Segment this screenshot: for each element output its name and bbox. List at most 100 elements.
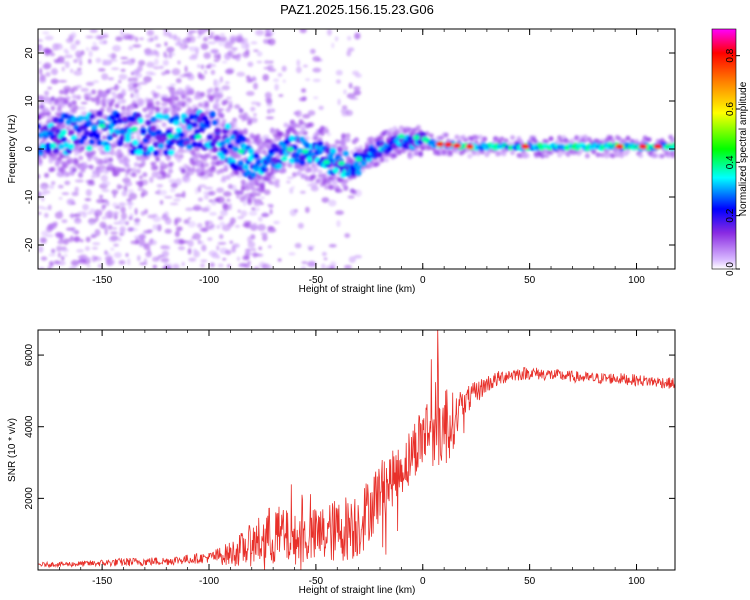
hot-spot [444, 142, 453, 148]
ridge-blob [332, 167, 339, 174]
noise-blob [278, 94, 284, 97]
noise-blob [47, 265, 52, 269]
noise-blob [156, 224, 162, 232]
noise-blob [101, 73, 109, 81]
halo-blob [185, 173, 191, 179]
halo-blob [225, 174, 231, 180]
halo-blob [165, 156, 171, 162]
bright-patch [98, 123, 106, 129]
ridge-blob [281, 155, 288, 162]
halo-blob [110, 165, 116, 171]
halo-blob [125, 158, 131, 164]
noise-blob [170, 182, 178, 189]
noise-blob [192, 147, 201, 152]
halo-blob [189, 129, 195, 135]
halo-blob [270, 127, 276, 133]
halo-blob [219, 113, 225, 119]
noise-blob [264, 91, 272, 99]
ridge-blob [160, 135, 167, 142]
noise-blob [345, 109, 353, 116]
ridge-blob [240, 136, 247, 143]
halo-blob [200, 91, 206, 97]
noise-blob [79, 59, 83, 66]
ridge-blob [78, 115, 85, 122]
halo-blob [670, 153, 675, 159]
noise-blob [343, 264, 352, 269]
halo-blob [93, 156, 99, 162]
noise-blob [242, 51, 250, 58]
halo-blob [294, 131, 300, 137]
halo-blob [604, 153, 610, 159]
noise-blob [216, 224, 221, 229]
noise-blob [108, 236, 118, 243]
noise-blob [121, 189, 126, 195]
noise-blob [321, 251, 327, 257]
halo-blob [148, 98, 154, 104]
noise-blob [64, 180, 71, 186]
ridge-blob [145, 119, 152, 126]
halo-blob [448, 151, 454, 157]
noise-blob [269, 60, 274, 64]
noise-blob [120, 206, 126, 214]
ridge-blob [355, 164, 362, 171]
noise-blob [289, 187, 294, 194]
noise-blob [216, 187, 225, 193]
noise-blob [44, 212, 49, 218]
halo-blob [215, 97, 221, 103]
noise-blob [229, 35, 238, 42]
noise-blob [347, 195, 355, 199]
halo-blob [106, 166, 112, 172]
noise-blob [328, 244, 337, 248]
bright-patch [397, 133, 405, 139]
noise-blob [44, 35, 54, 41]
halo-blob [486, 149, 492, 155]
halo-blob [65, 160, 71, 166]
noise-blob [334, 36, 339, 42]
halo-blob [135, 168, 141, 174]
noise-blob [135, 237, 139, 245]
ridge-blob [63, 113, 70, 120]
ridge-blob [139, 128, 147, 135]
halo-blob [510, 135, 516, 141]
noise-blob [84, 246, 90, 251]
halo-blob [189, 90, 195, 96]
halo-blob [223, 163, 229, 169]
colorbar-tick-label: 0.8 [725, 48, 736, 62]
halo-blob [63, 90, 69, 96]
ridge-blob [106, 134, 114, 141]
halo-blob [503, 138, 509, 144]
noise-blob [204, 186, 214, 190]
noise-blob [207, 41, 217, 45]
noise-blob [250, 41, 258, 45]
halo-blob [204, 110, 210, 116]
noise-blob [77, 211, 85, 214]
halo-blob [599, 152, 605, 158]
halo-blob [625, 136, 631, 142]
halo-blob [208, 87, 214, 93]
noise-blob [176, 36, 181, 45]
halo-blob [138, 101, 144, 107]
ridge-blob [250, 171, 257, 178]
halo-blob [298, 119, 304, 125]
noise-blob [246, 78, 254, 83]
halo-blob [300, 125, 306, 131]
ridge-blob [268, 148, 275, 155]
halo-blob [125, 169, 131, 175]
halo-blob [584, 153, 590, 159]
noise-blob [133, 222, 141, 226]
noise-blob [130, 58, 136, 63]
noise-blob [186, 71, 193, 78]
halo-blob [91, 150, 97, 156]
ridge-blob [86, 145, 93, 152]
halo-blob [195, 161, 201, 167]
halo-blob [197, 102, 203, 108]
ridge-blob [60, 136, 67, 143]
noise-blob [196, 35, 202, 39]
colorbar-tick-label: 0.0 [725, 262, 736, 276]
ridge-blob [245, 169, 252, 176]
noise-blob [172, 263, 180, 269]
halo-blob [234, 170, 240, 176]
noise-blob [138, 85, 142, 90]
noise-blob [225, 249, 232, 255]
halo-blob [91, 97, 97, 103]
